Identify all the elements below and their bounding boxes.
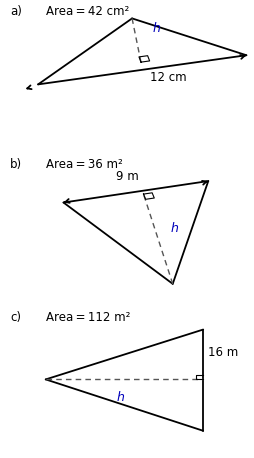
- Text: h: h: [170, 222, 178, 235]
- Text: 12 cm: 12 cm: [150, 71, 186, 83]
- Text: a): a): [10, 5, 22, 17]
- Text: Area = 42 cm²: Area = 42 cm²: [46, 5, 129, 17]
- Text: Area = 112 m²: Area = 112 m²: [46, 311, 130, 324]
- Text: b): b): [10, 158, 22, 171]
- Text: Area = 36 m²: Area = 36 m²: [46, 158, 122, 171]
- Text: 9 m: 9 m: [116, 169, 138, 183]
- Text: c): c): [10, 311, 21, 324]
- Text: h: h: [152, 22, 160, 35]
- Text: h: h: [117, 392, 125, 404]
- Text: 16 m: 16 m: [208, 346, 239, 359]
